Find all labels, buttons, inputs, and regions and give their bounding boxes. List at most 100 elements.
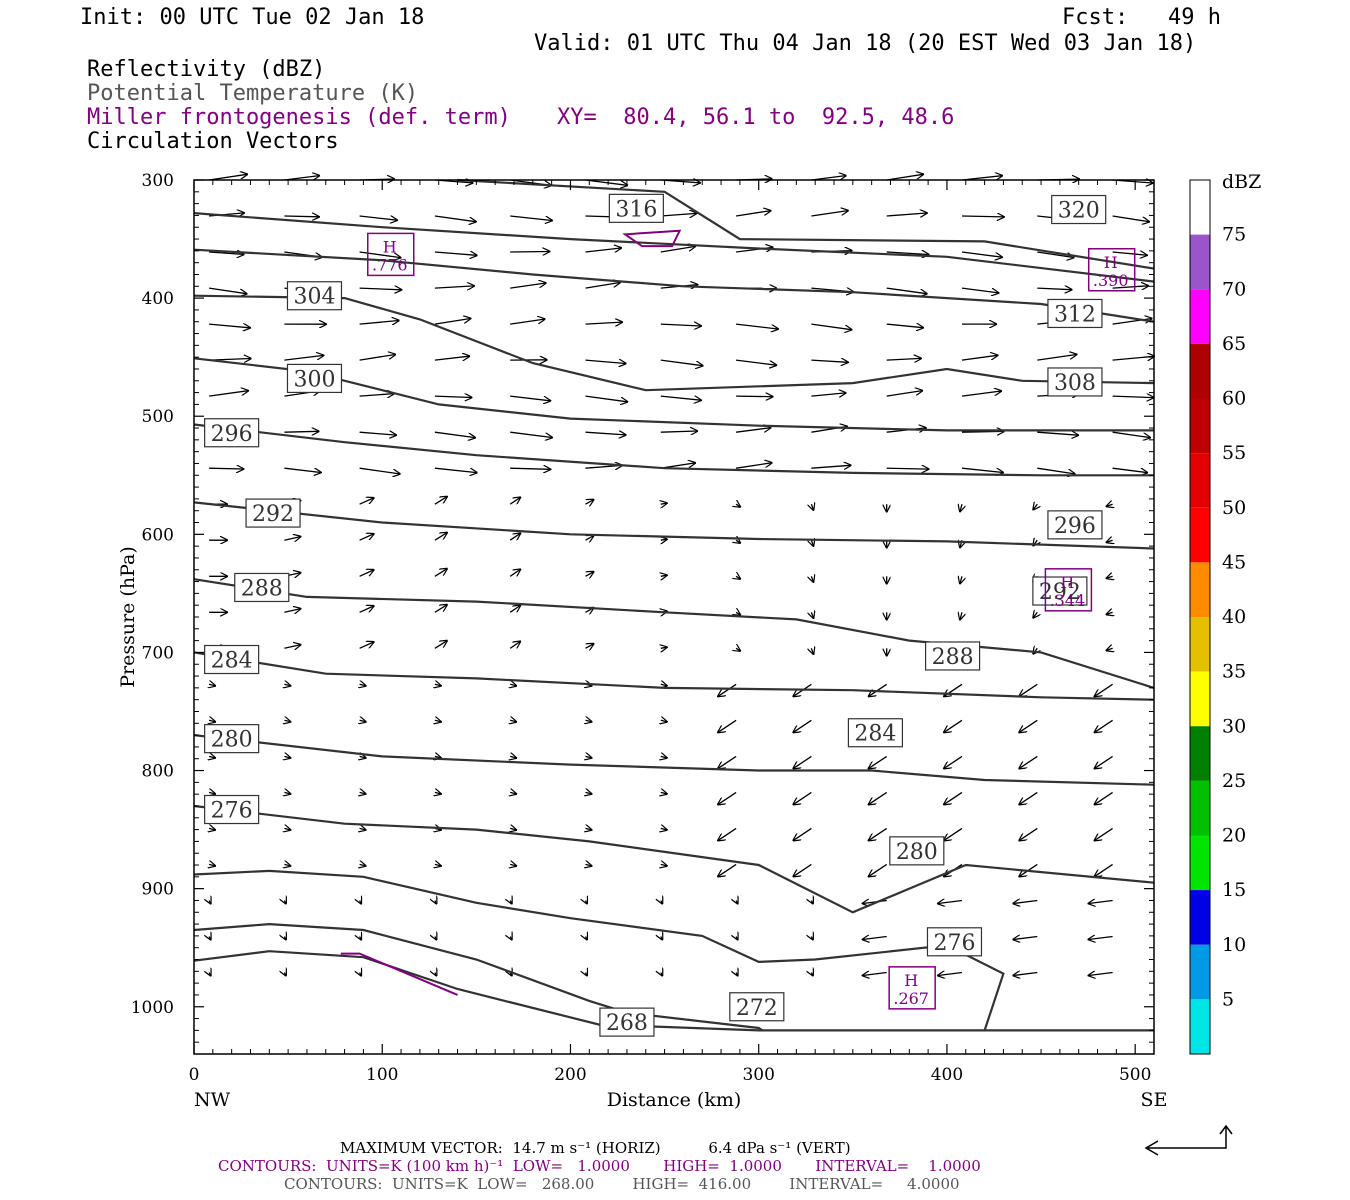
theta-contour-268 — [193, 950, 1154, 1032]
circulation-vector — [718, 863, 737, 876]
colorbar-level-label: 50 — [1222, 497, 1246, 519]
colorbar-cell — [1190, 507, 1210, 563]
field-reflectivity: Reflectivity (dBZ) — [87, 57, 326, 82]
circulation-vector — [1089, 973, 1113, 976]
circulation-vector — [509, 533, 520, 541]
colorbar-level-label: 15 — [1222, 879, 1246, 901]
colorbar-level-label: 20 — [1222, 825, 1246, 847]
field-circulation-vectors: Circulation Vectors — [87, 129, 339, 154]
circulation-vector — [736, 211, 770, 217]
colorbar-frame — [1189, 179, 1211, 1055]
circulation-vector — [736, 648, 740, 651]
circulation-vector — [434, 431, 475, 437]
circulation-vector — [736, 937, 738, 940]
circulation-vector — [284, 216, 319, 217]
colorbar-cell — [1190, 726, 1210, 781]
circulation-vector — [510, 215, 552, 221]
circulation-vector — [661, 864, 667, 866]
circulation-vector — [586, 828, 592, 830]
circulation-vector — [660, 359, 703, 366]
theta-contour-292 — [193, 578, 1155, 689]
frontogenesis-max-label: H — [1060, 573, 1074, 592]
circulation-vector — [1037, 288, 1071, 290]
y-tick-label: 500 — [142, 407, 174, 427]
circulation-vector — [435, 973, 437, 976]
contour-label-box — [286, 363, 343, 394]
contour-label-box — [204, 794, 260, 825]
colorbar-level-label: 70 — [1222, 278, 1246, 300]
circulation-vector — [736, 463, 772, 469]
contour-label-box — [924, 641, 981, 671]
circulation-vector — [938, 901, 963, 904]
circulation-vector — [811, 540, 813, 546]
colorbar-level-label: 45 — [1222, 551, 1246, 573]
x-tick-label: 400 — [931, 1065, 963, 1085]
contour-label-box — [729, 992, 785, 1022]
colorbar-level-label: 5 — [1222, 988, 1234, 1010]
contour-label-box — [599, 1007, 655, 1037]
field-frontogenesis: Miller frontogenesis (def. term) — [87, 105, 511, 130]
frontogenesis-max-label: H — [1104, 253, 1118, 272]
circulation-vector — [1095, 755, 1113, 768]
colorbar-cell — [1190, 343, 1210, 399]
circulation-vector — [360, 828, 366, 830]
circulation-vector — [510, 756, 516, 758]
colorbar-level-label: 35 — [1222, 661, 1246, 683]
colorbar-level-label: 10 — [1222, 934, 1246, 956]
circulation-vector — [1089, 901, 1113, 904]
contour-label: 316 — [615, 197, 657, 222]
colorbar-level-label: 40 — [1222, 606, 1246, 628]
circulation-vector — [434, 467, 477, 472]
dbz-colorbar: 75 70 65 60 55 50 45 40 35 30 25 20 15 10 5 dBZ — [1189, 171, 1261, 1055]
frontogenesis-max-value: .267 — [893, 989, 929, 1008]
circulation-vector — [811, 612, 813, 618]
circulation-vector — [360, 756, 366, 758]
circulation-vector — [586, 937, 588, 940]
circulation-vector — [718, 683, 737, 696]
contour-label-box — [204, 644, 260, 675]
circulation-vector — [284, 864, 290, 866]
y-tick-label: 400 — [142, 289, 174, 309]
contour-label-box — [926, 927, 983, 957]
contour-label: 296 — [211, 422, 253, 447]
frontogenesis-max-value: .344 — [1050, 591, 1086, 610]
circulation-vector — [434, 605, 447, 613]
circulation-vector — [661, 828, 667, 830]
circulation-vector — [1037, 355, 1076, 361]
contour-label: 284 — [211, 649, 253, 674]
circulation-vector — [509, 569, 520, 577]
x-end-label-right: SE — [1141, 1089, 1168, 1111]
colorbar-cell — [1190, 562, 1210, 617]
circulation-vector — [944, 827, 963, 840]
theta-contour-288 — [193, 651, 1155, 701]
circulation-vector — [811, 973, 813, 976]
frontogenesis-max-label: H — [383, 237, 397, 256]
circulation-vector — [1112, 215, 1149, 222]
circulation-vector — [209, 174, 247, 181]
frontogenesis-max-box — [367, 232, 415, 277]
theta-contour-316 — [193, 212, 1155, 283]
circulation-vector — [360, 973, 362, 976]
contour-label-box — [1047, 298, 1103, 329]
circulation-vector — [284, 901, 286, 904]
circulation-vector — [793, 827, 812, 840]
circulation-vector — [585, 500, 594, 505]
theta-contour-note: CONTOURS: UNITS=K LOW= 268.00 HIGH= 416.… — [284, 1175, 960, 1193]
cross-section-endpoints: XY= 80.4, 56.1 to 92.5, 48.6 — [557, 105, 955, 130]
circulation-vector — [209, 792, 215, 794]
y-tick-label: 1000 — [131, 998, 174, 1018]
circulation-vector — [1019, 755, 1038, 768]
contour-label: 276 — [211, 799, 253, 824]
circulation-vector — [1112, 252, 1147, 255]
circulation-vector — [434, 569, 447, 577]
circulation-vector — [1095, 863, 1113, 876]
circulation-vector — [435, 720, 441, 722]
circulation-vector — [510, 283, 546, 289]
theta-contour-296 — [193, 423, 1154, 477]
circulation-vector — [660, 431, 697, 432]
circulation-vector — [284, 973, 286, 976]
circulation-vector — [510, 319, 544, 325]
circulation-vector — [811, 576, 813, 582]
circulation-vector — [510, 864, 516, 866]
frontogenesis-max-box — [888, 966, 936, 1010]
